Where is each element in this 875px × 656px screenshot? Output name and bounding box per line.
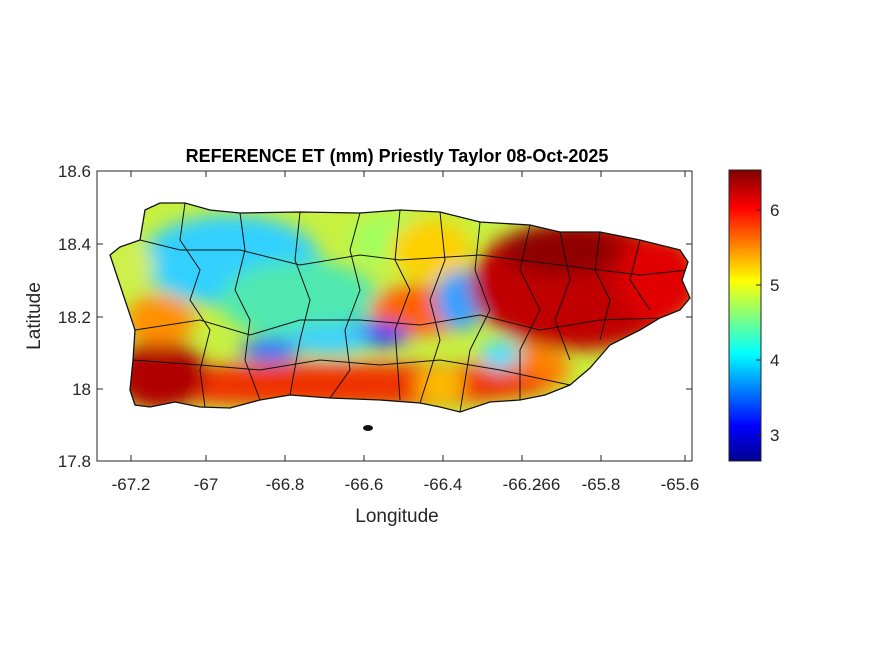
x-tick-label: -66.4: [424, 475, 463, 494]
colorbar-tick-label: 4: [770, 351, 779, 370]
x-tick-label: -67: [194, 475, 219, 494]
x-tick-label: -66.2: [503, 475, 542, 494]
y-tick-label: 18: [72, 380, 91, 399]
x-tick-label: -65.6: [661, 475, 700, 494]
colorbar: [728, 169, 762, 462]
x-axis-label: Longitude: [355, 506, 438, 527]
chart-title: REFERENCE ET (mm) Priestly Taylor 08-Oct…: [186, 146, 609, 166]
x-tick-label: -66: [536, 475, 561, 494]
x-tick-label: -66.8: [266, 475, 305, 494]
et-heatmap: [110, 203, 690, 412]
y-axis-label: Latitude: [24, 282, 45, 350]
x-tick-label: -67.2: [112, 475, 151, 494]
y-tick-label: 18.2: [58, 308, 91, 327]
colorbar-tick-label: 5: [770, 276, 779, 295]
y-tick-label: 18.6: [58, 162, 91, 181]
y-tick-label: 17.8: [58, 452, 91, 471]
axis-ticks: [97, 171, 692, 461]
colorbar-tick-label: 6: [770, 201, 779, 220]
y-tick-label: 18.4: [58, 235, 91, 254]
x-tick-label: -65.8: [582, 475, 621, 494]
vieques-islet: [363, 425, 373, 431]
x-tick-label: -66.6: [345, 475, 384, 494]
colorbar-tick-label: 3: [770, 426, 779, 445]
